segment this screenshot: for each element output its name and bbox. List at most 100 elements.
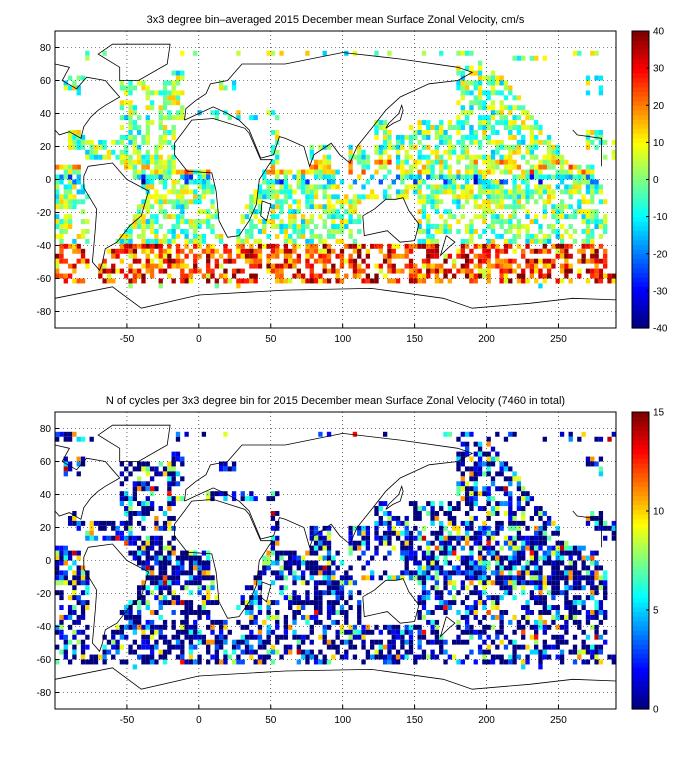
data-cell xyxy=(154,644,159,650)
data-cell xyxy=(76,436,81,442)
data-cell xyxy=(495,194,500,200)
data-cell xyxy=(378,149,383,155)
data-cell xyxy=(469,233,474,239)
colorbar-segment xyxy=(632,314,649,320)
data-cell xyxy=(495,629,500,635)
data-cell xyxy=(486,224,491,229)
data-cell xyxy=(201,634,207,640)
data-cell xyxy=(486,649,491,655)
data-cell xyxy=(477,506,483,511)
data-cell xyxy=(72,644,77,650)
y-tick-label: 40 xyxy=(40,109,52,120)
data-cell xyxy=(67,565,73,571)
data-cell xyxy=(508,204,513,210)
data-cell xyxy=(430,530,435,536)
data-cell xyxy=(538,585,543,591)
data-cell xyxy=(525,535,530,541)
data-cell xyxy=(486,139,491,145)
colorbar-segment xyxy=(632,583,649,589)
data-cell xyxy=(275,224,280,229)
data-cell xyxy=(464,85,470,91)
data-cell xyxy=(469,50,474,56)
data-cell xyxy=(516,560,522,566)
data-cell xyxy=(551,570,556,576)
data-cell xyxy=(348,590,353,596)
data-cell xyxy=(542,238,547,244)
data-cell xyxy=(322,540,327,546)
data-cell xyxy=(300,278,306,284)
data-cell xyxy=(443,179,448,185)
data-cell xyxy=(361,644,366,650)
data-cell xyxy=(270,659,276,665)
data-cell xyxy=(253,634,258,640)
coast-australia xyxy=(362,197,420,243)
data-cell xyxy=(270,535,276,541)
data-cell xyxy=(555,614,560,620)
data-cell xyxy=(206,550,211,556)
data-cell xyxy=(378,649,383,655)
data-cell xyxy=(581,659,586,665)
data-cell xyxy=(326,525,332,531)
data-cell xyxy=(374,243,379,249)
data-cell xyxy=(76,520,81,526)
data-cell xyxy=(464,585,470,591)
data-cell xyxy=(270,184,276,190)
data-cell xyxy=(162,214,168,220)
data-cell xyxy=(486,90,491,96)
data-cell xyxy=(154,540,159,546)
data-cell xyxy=(305,258,310,264)
data-cell xyxy=(572,214,578,220)
data-cell xyxy=(128,110,133,116)
data-cell xyxy=(486,659,491,665)
data-cell xyxy=(326,565,332,571)
data-cell xyxy=(469,134,474,140)
data-cell xyxy=(482,248,487,254)
data-cell xyxy=(585,659,591,665)
data-cell xyxy=(611,273,616,279)
data-cell xyxy=(128,253,133,259)
data-cell xyxy=(167,174,172,180)
data-cell xyxy=(408,535,414,541)
data-cell xyxy=(313,659,319,665)
data-cell xyxy=(426,125,431,130)
data-cell xyxy=(374,273,379,279)
data-cell xyxy=(201,248,207,254)
data-cell xyxy=(585,214,591,220)
data-cell xyxy=(167,169,172,175)
data-cell xyxy=(598,619,604,625)
data-cell xyxy=(443,540,448,546)
data-cell xyxy=(309,144,314,150)
data-cell xyxy=(551,194,556,200)
data-cell xyxy=(361,540,366,546)
data-cell xyxy=(111,634,116,640)
data-cell xyxy=(124,525,129,531)
data-cell xyxy=(63,278,68,284)
coast-north-america xyxy=(54,444,121,520)
data-cell xyxy=(275,634,280,640)
data-cell xyxy=(365,194,371,200)
data-cell xyxy=(154,515,159,521)
data-cell xyxy=(443,184,448,190)
data-cell xyxy=(464,520,470,526)
data-cell xyxy=(365,179,371,185)
data-cell xyxy=(279,248,284,254)
data-cell xyxy=(499,204,504,210)
data-cell xyxy=(439,139,444,145)
data-cell xyxy=(400,139,405,145)
data-cell xyxy=(508,219,513,225)
data-cell xyxy=(378,268,383,274)
data-cell xyxy=(473,515,478,521)
data-cell xyxy=(434,194,440,200)
data-cell xyxy=(322,268,327,274)
data-cell xyxy=(460,154,465,160)
data-cell xyxy=(521,139,526,145)
data-cell xyxy=(378,639,383,645)
data-cell xyxy=(512,654,517,660)
data-cell xyxy=(309,184,314,190)
data-cell xyxy=(482,585,487,591)
data-cell xyxy=(443,258,448,264)
data-cell xyxy=(158,545,163,551)
data-cell xyxy=(149,610,155,615)
data-cell xyxy=(262,654,267,660)
y-tick-label: 20 xyxy=(40,523,52,534)
